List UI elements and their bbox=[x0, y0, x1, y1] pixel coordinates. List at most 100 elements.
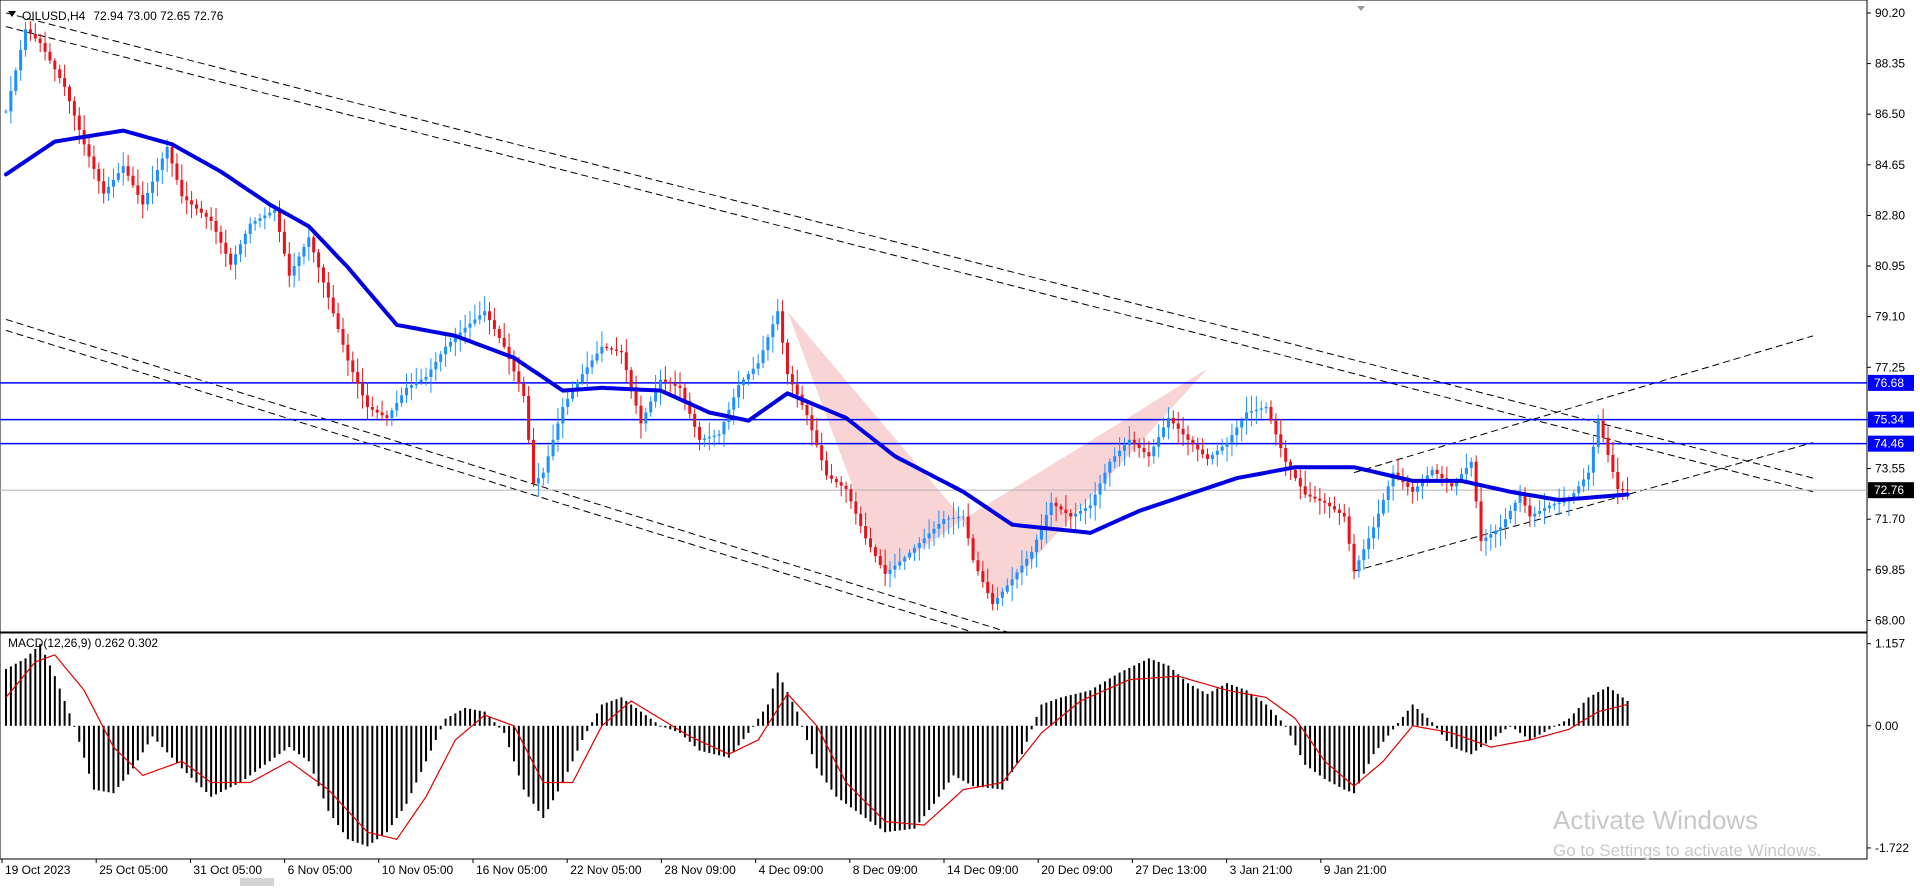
candle-body bbox=[33, 33, 37, 39]
current-price-tag bbox=[1868, 482, 1914, 499]
macd-histogram-bar bbox=[200, 725, 203, 788]
macd-histogram-bar bbox=[136, 725, 139, 761]
macd-histogram-bar bbox=[527, 725, 530, 797]
candle-body bbox=[1430, 469, 1434, 476]
candle-body bbox=[1396, 472, 1400, 478]
macd-pane[interactable] bbox=[0, 632, 1868, 860]
macd-histogram-bar bbox=[849, 725, 852, 808]
trendline[interactable] bbox=[1353, 442, 1814, 572]
macd-axis[interactable]: 1.157 0.00 -1.722 bbox=[1867, 637, 1909, 855]
candle-body bbox=[991, 593, 995, 605]
candle-body bbox=[214, 220, 218, 232]
time-tick-label: 31 Oct 05:00 bbox=[193, 863, 262, 877]
macd-histogram-bar bbox=[918, 725, 921, 823]
macd-histogram-bar bbox=[1577, 708, 1580, 726]
macd-histogram-bar bbox=[278, 725, 281, 755]
macd-histogram-bar bbox=[1240, 688, 1243, 726]
macd-histogram-bar bbox=[464, 708, 467, 726]
candle-body bbox=[141, 194, 145, 205]
candle-body bbox=[19, 49, 23, 71]
level-price-tag bbox=[1868, 374, 1914, 391]
current-price-label: 72.76 bbox=[1874, 483, 1904, 497]
candle-body bbox=[199, 208, 203, 213]
macd-histogram-bar bbox=[1318, 725, 1321, 776]
candle-body bbox=[1137, 443, 1141, 449]
macd-histogram-bar bbox=[581, 725, 584, 740]
macd-histogram-bar bbox=[1343, 725, 1346, 790]
candle-body bbox=[77, 115, 81, 130]
macd-histogram-bar bbox=[1397, 723, 1399, 726]
macd-histogram-bar bbox=[1460, 725, 1463, 751]
candle-body bbox=[97, 168, 101, 182]
candle-body bbox=[942, 519, 946, 524]
candle-body bbox=[1108, 461, 1112, 473]
candle-body bbox=[1557, 502, 1561, 505]
macd-histogram-bar bbox=[1582, 702, 1585, 726]
macd-histogram-bar bbox=[747, 725, 750, 733]
candle-body bbox=[702, 438, 706, 440]
trendline[interactable] bbox=[5, 318, 1032, 641]
candle-body bbox=[1054, 502, 1058, 507]
price-pane[interactable] bbox=[0, 0, 1868, 652]
macd-histogram-bar bbox=[600, 704, 603, 726]
macd-histogram-bar bbox=[1504, 725, 1507, 730]
chart-shift-marker-icon[interactable] bbox=[1357, 6, 1365, 11]
macd-histogram-bar bbox=[307, 725, 310, 762]
trendline[interactable] bbox=[5, 26, 1814, 493]
candle-body bbox=[1528, 505, 1532, 517]
macd-histogram-bar bbox=[659, 725, 662, 727]
macd-histogram-bar bbox=[542, 725, 545, 818]
macd-histogram-bar bbox=[1392, 725, 1395, 730]
candle-body bbox=[1142, 448, 1146, 453]
price-tick-label: 84.65 bbox=[1875, 158, 1905, 172]
macd-histogram-bar bbox=[1103, 681, 1106, 726]
macd-histogram-bar bbox=[942, 725, 945, 790]
candle-body bbox=[1166, 417, 1170, 428]
horizontal-levels[interactable] bbox=[0, 382, 1867, 445]
candle-body bbox=[1372, 527, 1376, 539]
time-tick-label: 22 Nov 05:00 bbox=[570, 863, 642, 877]
macd-histogram-bar bbox=[1543, 725, 1546, 732]
candle-body bbox=[678, 385, 682, 388]
macd-histogram-bar bbox=[981, 725, 984, 788]
candle-body bbox=[1332, 506, 1337, 510]
candle-body bbox=[746, 374, 750, 380]
macd-histogram-bar bbox=[1196, 688, 1199, 726]
macd-histogram-bar bbox=[937, 725, 940, 797]
macd-histogram-bar bbox=[1055, 699, 1058, 726]
macd-histogram-bar bbox=[1069, 695, 1072, 726]
time-axis[interactable]: 19 Oct 2023 25 Oct 05:00 31 Oct 05:00 6 Nov… bbox=[1, 859, 1387, 877]
candle-body bbox=[424, 376, 428, 380]
watermark-title: Activate Windows bbox=[1553, 805, 1758, 835]
macd-histogram-bar bbox=[957, 725, 960, 779]
candle-body bbox=[1122, 445, 1126, 451]
candle-body bbox=[776, 311, 780, 325]
candle-body bbox=[624, 352, 628, 371]
macd-histogram-bar bbox=[195, 725, 198, 783]
candle-body bbox=[224, 242, 228, 254]
candle-body bbox=[1342, 513, 1346, 517]
price-axis[interactable]: 90.20 88.35 86.50 84.65 82.80 80.95 79.10 77.25… bbox=[1867, 6, 1914, 627]
macd-histogram-bar bbox=[1128, 667, 1131, 726]
trendline[interactable] bbox=[5, 12, 1814, 479]
macd-histogram-bar bbox=[854, 725, 857, 811]
candle-body bbox=[527, 396, 531, 440]
candle-body bbox=[273, 209, 277, 213]
candle-body bbox=[844, 485, 848, 490]
scrollbar-thumb[interactable] bbox=[240, 878, 274, 886]
candle-body bbox=[419, 379, 423, 383]
trendline[interactable] bbox=[5, 329, 1032, 652]
macd-histogram-bar bbox=[522, 725, 525, 790]
candle-body bbox=[1362, 549, 1366, 561]
macd-histogram-bar bbox=[327, 725, 330, 811]
macd-histogram-bar bbox=[962, 725, 965, 781]
time-tick-label: 14 Dec 09:00 bbox=[947, 863, 1019, 877]
macd-histogram-bar bbox=[913, 725, 916, 829]
trendline[interactable] bbox=[1353, 335, 1814, 474]
candle-body bbox=[92, 156, 96, 169]
macd-histogram-bar bbox=[483, 711, 486, 726]
collapse-arrow-icon[interactable] bbox=[8, 11, 16, 17]
trendlines[interactable] bbox=[5, 12, 1814, 652]
